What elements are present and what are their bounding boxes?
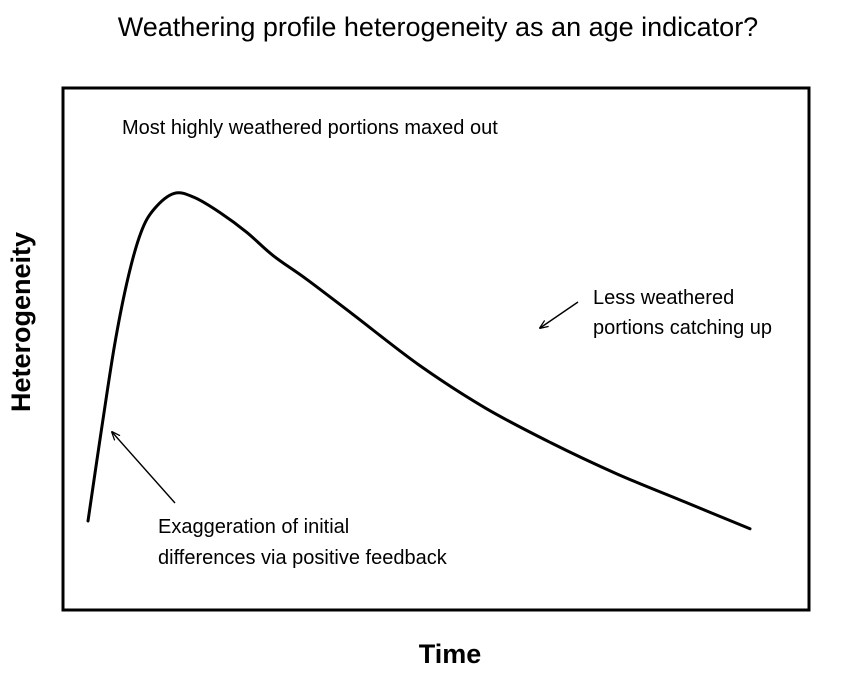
annotation-peak-line-1: Most highly weathered portions maxed out (122, 117, 498, 139)
annotation-rise-line-1: Exaggeration of initial (158, 516, 349, 538)
chart-title: Weathering profile heterogeneity as an a… (118, 12, 758, 42)
annotation-decline-line-2: portions catching up (593, 317, 772, 339)
annotation-decline: Less weathered portions catching up (540, 287, 772, 339)
annotation-peak: Most highly weathered portions maxed out (122, 117, 498, 139)
annotation-decline-line-1: Less weathered (593, 287, 734, 309)
annotation-rise-arrow (112, 432, 176, 504)
y-axis-label: Heterogeneity (6, 232, 36, 412)
annotation-rise: Exaggeration of initial differences via … (112, 432, 448, 569)
annotation-decline-arrow (540, 301, 579, 328)
plot-frame (61, 86, 811, 612)
x-axis-label: Time (419, 639, 482, 669)
annotation-rise-line-2: differences via positive feedback (158, 547, 448, 569)
series-line (86, 191, 752, 531)
